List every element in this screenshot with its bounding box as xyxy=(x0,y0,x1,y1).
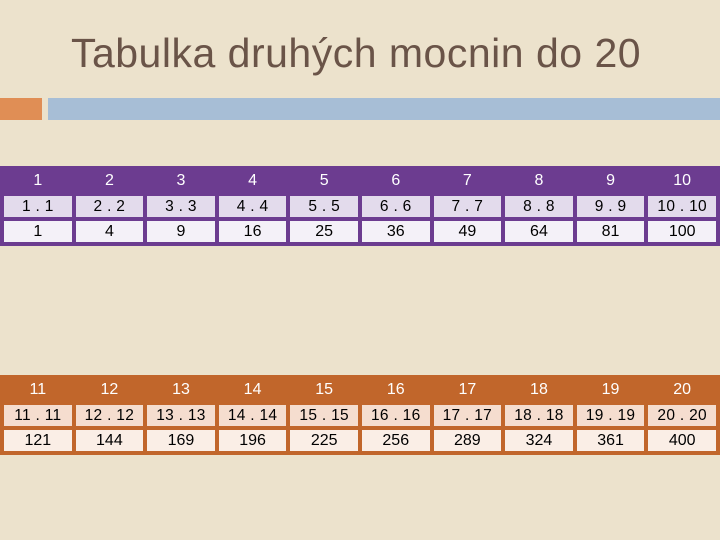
square-cell: 16 xyxy=(214,217,291,246)
square-cell: 225 xyxy=(286,426,362,455)
page-title: Tabulka druhých mocnin do 20 xyxy=(70,30,642,76)
number-cell: 18 xyxy=(501,375,577,405)
square-cell: 289 xyxy=(429,426,506,455)
product-cell: 14 . 14 xyxy=(214,401,291,430)
product-cell: 3 . 3 xyxy=(143,192,219,221)
product-cell: 9 . 9 xyxy=(572,192,649,221)
square-cell: 121 xyxy=(0,426,76,455)
product-cell: 13 . 13 xyxy=(143,401,219,430)
number-cell: 9 xyxy=(572,166,649,196)
numbers-row: 1 2 3 4 5 6 7 8 9 10 xyxy=(0,166,720,196)
product-cell: 10 . 10 xyxy=(644,192,720,221)
square-cell: 144 xyxy=(71,426,148,455)
square-cell: 25 xyxy=(286,217,362,246)
number-cell: 7 xyxy=(429,166,506,196)
square-cell: 196 xyxy=(214,426,291,455)
product-cell: 4 . 4 xyxy=(214,192,291,221)
number-cell: 14 xyxy=(214,375,291,405)
number-cell: 8 xyxy=(501,166,577,196)
number-cell: 19 xyxy=(572,375,649,405)
product-cell: 2 . 2 xyxy=(71,192,148,221)
products-row: 11 . 11 12 . 12 13 . 13 14 . 14 15 . 15 16 . … xyxy=(0,401,720,430)
square-cell: 64 xyxy=(501,217,577,246)
square-cell: 1 xyxy=(0,217,76,246)
square-cell: 9 xyxy=(143,217,219,246)
number-cell: 6 xyxy=(357,166,434,196)
number-cell: 5 xyxy=(286,166,362,196)
square-cell: 100 xyxy=(644,217,720,246)
title-accent-blue-bar xyxy=(48,98,720,120)
product-cell: 19 . 19 xyxy=(572,401,649,430)
square-cell: 36 xyxy=(357,217,434,246)
product-cell: 17 . 17 xyxy=(429,401,506,430)
product-cell: 8 . 8 xyxy=(501,192,577,221)
number-cell: 2 xyxy=(71,166,148,196)
numbers-row: 11 12 13 14 15 16 17 18 19 20 xyxy=(0,375,720,405)
product-cell: 11 . 11 xyxy=(0,401,76,430)
number-cell: 16 xyxy=(357,375,434,405)
product-cell: 20 . 20 xyxy=(644,401,720,430)
product-cell: 1 . 1 xyxy=(0,192,76,221)
square-cell: 361 xyxy=(572,426,649,455)
squares-row: 121 144 169 196 225 256 289 324 361 400 xyxy=(0,426,720,455)
number-cell: 12 xyxy=(71,375,148,405)
number-cell: 1 xyxy=(0,166,76,196)
square-cell: 169 xyxy=(143,426,219,455)
number-cell: 10 xyxy=(644,166,720,196)
product-cell: 12 . 12 xyxy=(71,401,148,430)
square-cell: 4 xyxy=(71,217,148,246)
product-cell: 7 . 7 xyxy=(429,192,506,221)
square-cell: 256 xyxy=(357,426,434,455)
square-cell: 49 xyxy=(429,217,506,246)
square-cell: 81 xyxy=(572,217,649,246)
squares-row: 1 4 9 16 25 36 49 64 81 100 xyxy=(0,217,720,246)
number-cell: 13 xyxy=(143,375,219,405)
number-cell: 15 xyxy=(286,375,362,405)
number-cell: 20 xyxy=(644,375,720,405)
product-cell: 18 . 18 xyxy=(501,401,577,430)
squares-table-11-to-20: 11 12 13 14 15 16 17 18 19 20 11 . 11 12 . 12 13 . … xyxy=(0,375,720,455)
product-cell: 15 . 15 xyxy=(286,401,362,430)
product-cell: 16 . 16 xyxy=(357,401,434,430)
square-cell: 400 xyxy=(644,426,720,455)
number-cell: 4 xyxy=(214,166,291,196)
number-cell: 3 xyxy=(143,166,219,196)
title-accent-orange-bar xyxy=(0,98,42,120)
product-cell: 5 . 5 xyxy=(286,192,362,221)
square-cell: 324 xyxy=(501,426,577,455)
product-cell: 6 . 6 xyxy=(357,192,434,221)
number-cell: 11 xyxy=(0,375,76,405)
number-cell: 17 xyxy=(429,375,506,405)
